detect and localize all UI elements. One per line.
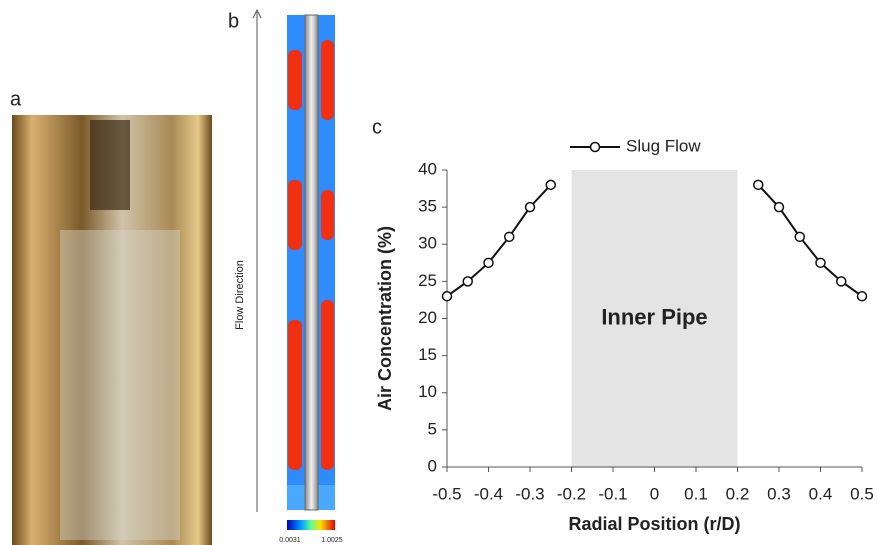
- colorbar: [287, 520, 335, 530]
- shaded-region: [571, 170, 738, 467]
- x-tick-label: 0.2: [726, 484, 750, 503]
- x-tick-label: -0.4: [474, 484, 503, 503]
- y-tick-label: 35: [418, 197, 437, 216]
- photo-bubble: [90, 120, 130, 210]
- y-tick-label: 5: [428, 419, 437, 438]
- photo-foam: [60, 230, 180, 540]
- point: [794, 231, 805, 243]
- x-axis-title: Radial Position (r/D): [568, 514, 740, 534]
- point: [815, 257, 826, 269]
- panel-label: c: [372, 116, 382, 138]
- x-tick-label: 0.1: [684, 484, 708, 503]
- point: [856, 290, 868, 302]
- point: [773, 201, 785, 213]
- panel-label: a: [10, 88, 22, 110]
- point: [441, 290, 453, 302]
- panel-label: b: [228, 10, 239, 32]
- x-tick-label: -0.2: [557, 484, 586, 503]
- y-tick-label: 10: [418, 382, 437, 401]
- legend-label: Slug Flow: [626, 136, 701, 155]
- point: [836, 276, 847, 287]
- y-tick-label: 0: [428, 456, 437, 475]
- point: [753, 179, 764, 191]
- colorbar-max: 1.0025: [321, 537, 343, 544]
- point: [483, 257, 494, 269]
- point: [524, 201, 536, 213]
- x-tick-label: -0.3: [515, 484, 544, 503]
- point: [504, 231, 515, 243]
- y-axis-title: Air Concentration (%): [375, 226, 395, 411]
- x-tick-label: 0.4: [809, 484, 833, 503]
- y-tick-label: 40: [418, 159, 437, 178]
- flow-arrowhead: [252, 8, 262, 19]
- y-tick-label: 20: [418, 308, 437, 327]
- x-tick-label: 0.3: [767, 484, 791, 503]
- inner-pipe: [304, 14, 319, 511]
- contour-blobs: [288, 40, 334, 470]
- point: [462, 276, 473, 287]
- annotation: Inner Pipe: [601, 304, 707, 329]
- point: [545, 179, 556, 191]
- flow-label: Flow Direction: [234, 260, 246, 330]
- x-tick-label: 0: [650, 484, 659, 503]
- y-tick-label: 25: [418, 271, 437, 290]
- legend-marker: [589, 141, 601, 153]
- colorbar-min: 0.0031: [279, 537, 301, 544]
- y-tick-label: 30: [418, 234, 437, 253]
- x-tick-label: -0.1: [598, 484, 627, 503]
- x-tick-label: -0.5: [432, 484, 461, 503]
- y-tick-label: 15: [418, 345, 437, 364]
- x-tick-label: 0.5: [850, 484, 874, 503]
